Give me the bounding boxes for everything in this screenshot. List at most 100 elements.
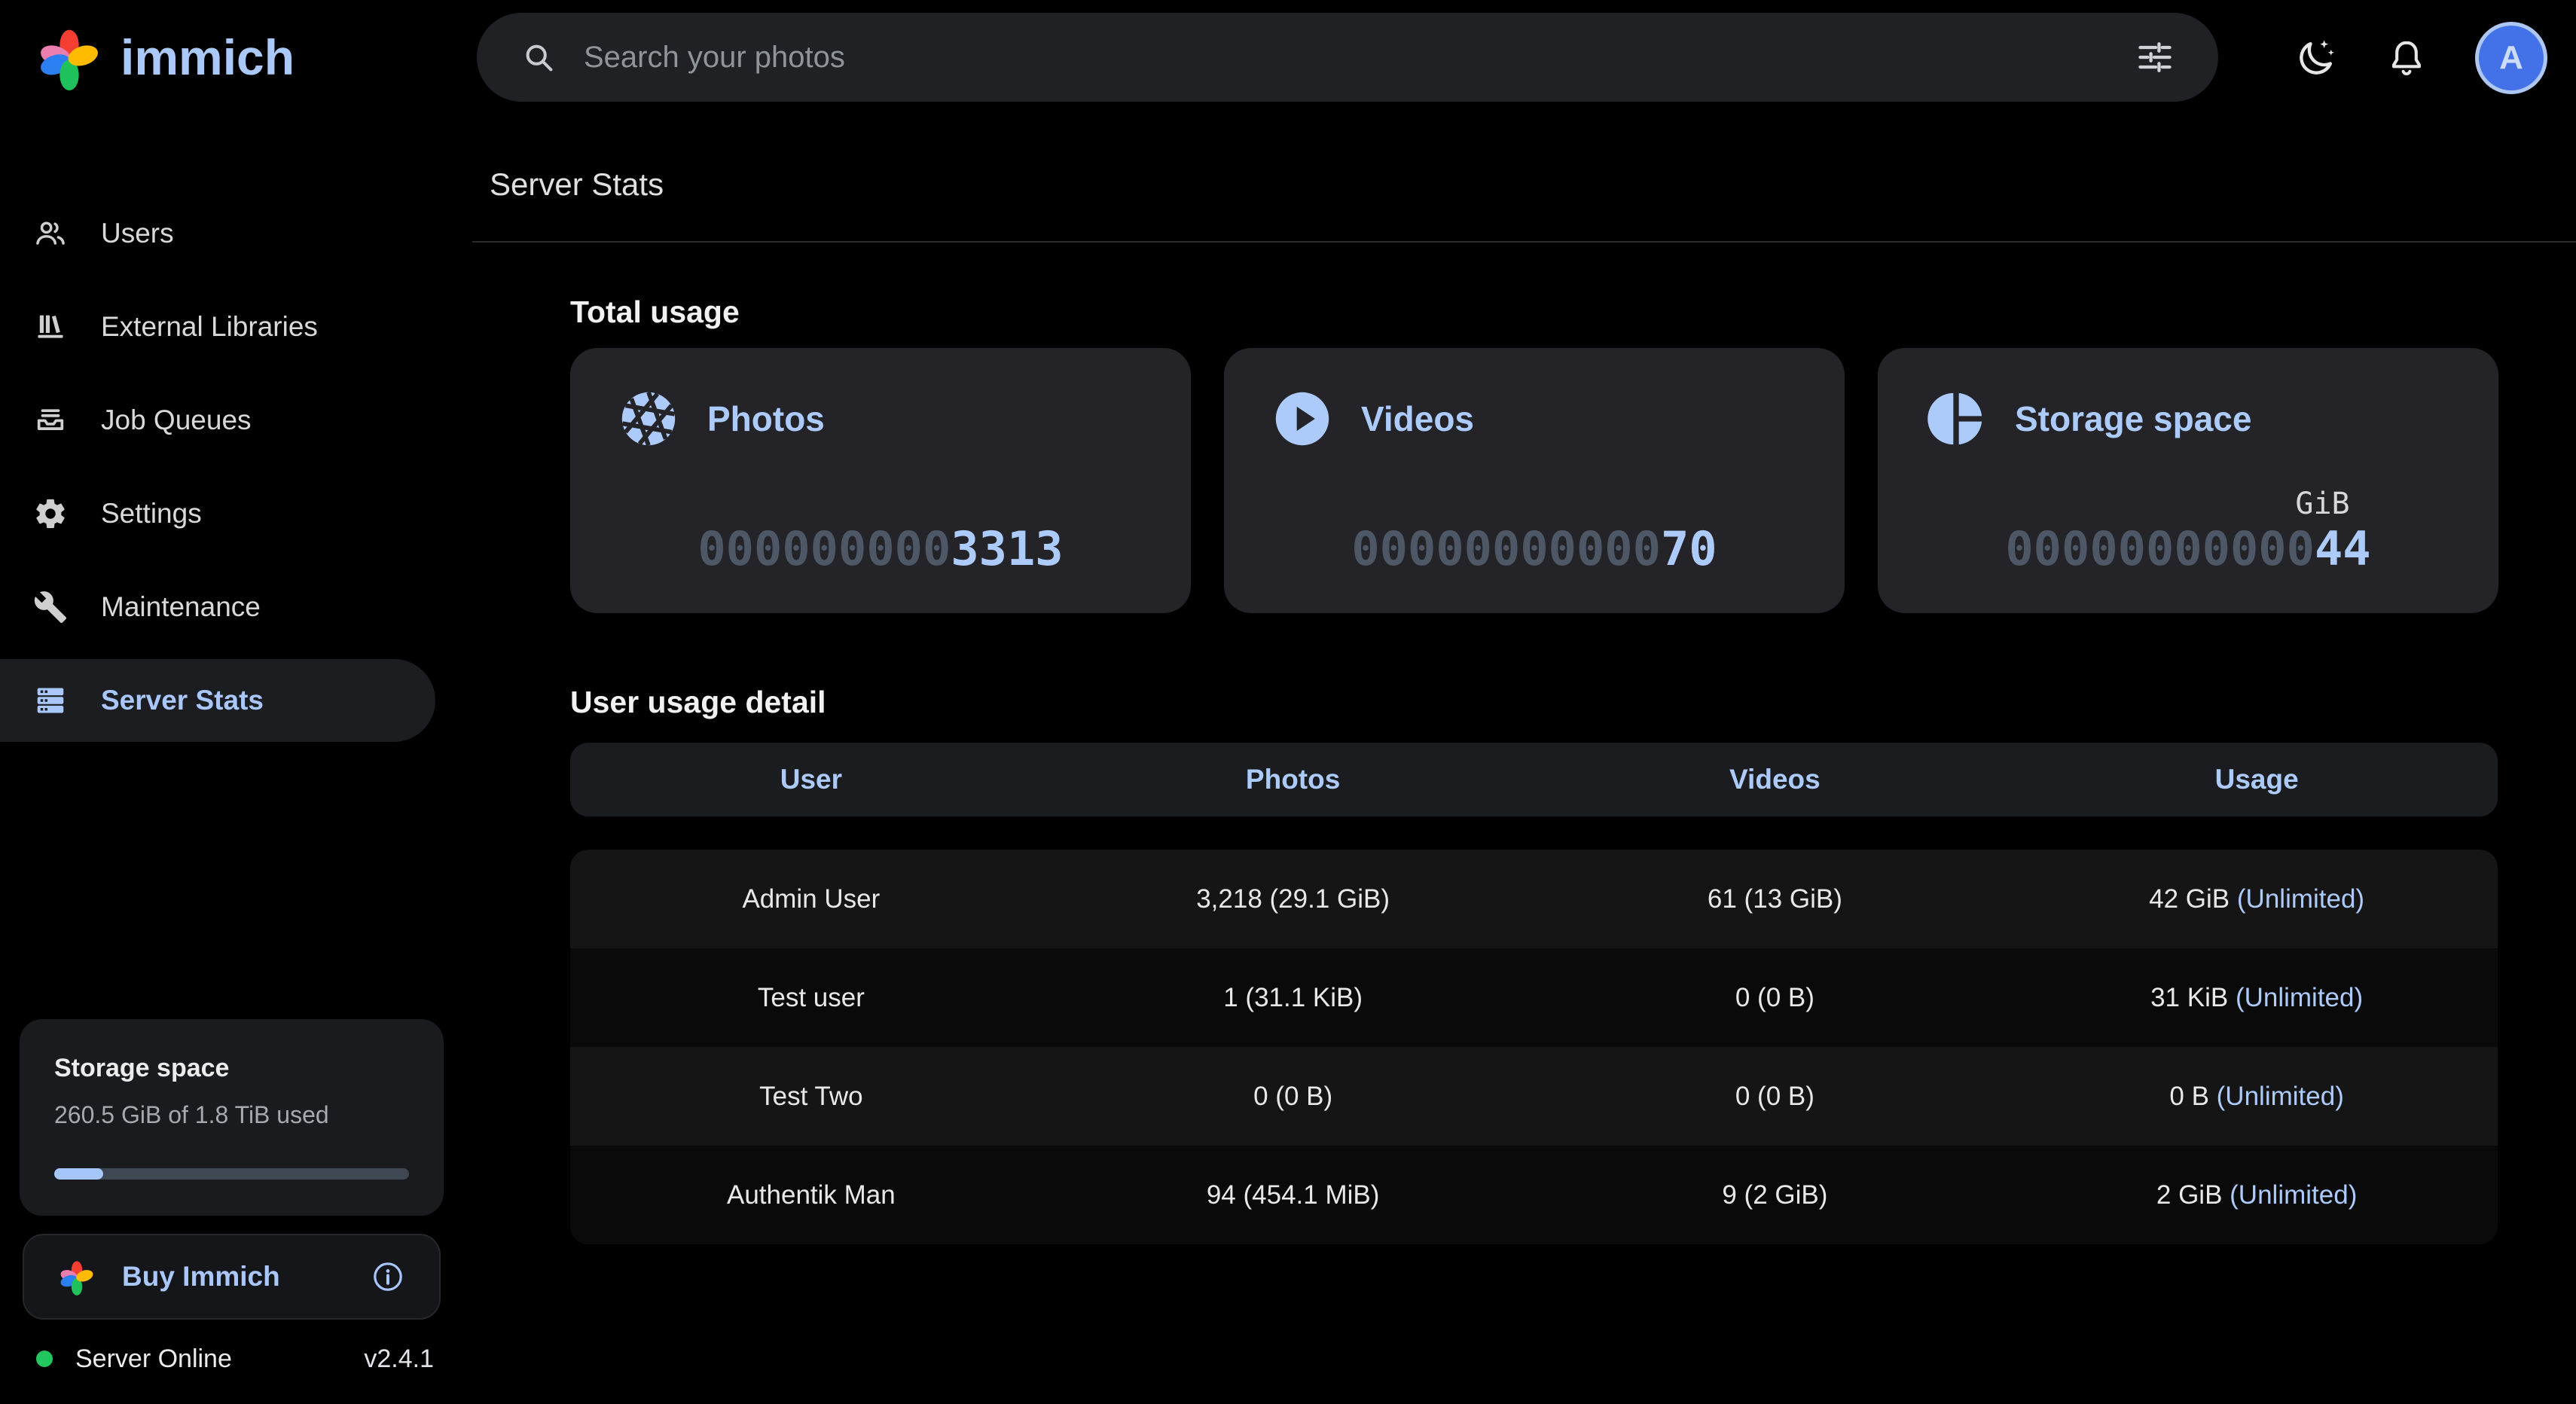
total-usage-heading: Total usage <box>570 295 740 329</box>
count-unit: GiB <box>2295 487 2350 521</box>
sidebar-item-maintenance[interactable]: Maintenance <box>0 566 435 649</box>
cell-photos: 0 (0 B) <box>1253 1081 1333 1111</box>
stat-card-photos: Photos 0000000003313 <box>570 348 1191 613</box>
search-bar[interactable] <box>477 13 2218 102</box>
buy-immich-label: Buy Immich <box>122 1261 280 1292</box>
card-title: Storage space <box>2015 399 2252 438</box>
sidebar-item-label: Job Queues <box>101 404 252 435</box>
stat-card-videos: Videos 0000000000070 <box>1224 348 1845 613</box>
count-pad-zeros: 000000000 <box>697 521 951 576</box>
count-pad-zeros: 00000000000 <box>1351 521 1661 576</box>
count-pad-zeros: 00000000000 <box>2005 521 2315 576</box>
immich-wordmark: immich <box>121 29 295 85</box>
cell-user: Authentik Man <box>727 1180 896 1210</box>
count-unit <box>1351 485 1717 523</box>
buy-immich-button[interactable]: Buy Immich <box>23 1234 441 1320</box>
user-usage-heading: User usage detail <box>570 685 826 719</box>
sidebar-nav: Users External Libraries Job Queues <box>0 115 447 742</box>
cell-photos: 1 (31.1 KiB) <box>1223 982 1363 1012</box>
library-icon <box>38 315 63 338</box>
pie-chart-icon <box>1927 392 1982 445</box>
cell-videos: 0 (0 B) <box>1735 982 1814 1012</box>
avatar-letter: A <box>2499 38 2523 76</box>
cell-usage: 0 B (Unlimited) <box>2169 1081 2344 1111</box>
column-header-photos: Photos <box>1245 764 1341 795</box>
table-row: Test Two 0 (0 B) 0 (0 B) 0 B (Unlimited) <box>570 1047 2498 1146</box>
online-status-dot <box>36 1351 53 1367</box>
server-stats-icon <box>37 688 64 713</box>
server-status-row: Server Online v2.4.1 <box>36 1341 434 1376</box>
sidebar-item-job-queues[interactable]: Job Queues <box>0 379 435 462</box>
cell-photos: 3,218 (29.1 GiB) <box>1196 884 1390 914</box>
table-row: Test user 1 (31.1 KiB) 0 (0 B) 31 KiB (U… <box>570 948 2498 1047</box>
stat-card-storage: Storage space GiB 0000000000044 <box>1878 348 2498 613</box>
user-usage-table: Admin User 3,218 (29.1 GiB) 61 (13 GiB) … <box>570 850 2498 1244</box>
count-unit <box>697 485 1063 523</box>
photos-count: 0000000003313 <box>697 485 1063 575</box>
card-title: Photos <box>707 399 825 438</box>
main-content: Server Stats Total usage <box>447 115 2576 1404</box>
cell-usage: 2 GiB (Unlimited) <box>2156 1180 2358 1210</box>
column-header-user: User <box>780 764 843 795</box>
users-icon <box>36 221 65 245</box>
storage-progress-fill <box>54 1168 103 1180</box>
sidebar-item-label: Server Stats <box>101 685 264 716</box>
search-icon <box>526 44 553 72</box>
sidebar-item-label: Maintenance <box>101 591 261 622</box>
info-icon[interactable] <box>370 1259 406 1295</box>
cell-user: Admin User <box>742 884 881 914</box>
cell-user: Test Two <box>759 1081 863 1111</box>
cell-user: Test user <box>757 982 865 1012</box>
count-value: 44 <box>2314 521 2371 576</box>
card-title: Videos <box>1361 399 1474 438</box>
table-row: Admin User 3,218 (29.1 GiB) 61 (13 GiB) … <box>570 850 2498 948</box>
admin-sidebar: Users External Libraries Job Queues <box>0 115 447 1404</box>
server-status-label: Server Online <box>75 1344 232 1373</box>
search-filters-icon[interactable] <box>2135 38 2175 77</box>
count-value: 3313 <box>951 521 1064 576</box>
top-bar: immich A <box>0 0 2576 115</box>
column-header-videos: Videos <box>1729 764 1821 795</box>
cell-photos: 94 (454.1 MiB) <box>1206 1180 1380 1210</box>
user-usage-table-header: User Photos Videos Usage <box>570 743 2498 816</box>
immich-logo[interactable]: immich <box>35 23 295 92</box>
table-row: Authentik Man 94 (454.1 MiB) 9 (2 GiB) 2… <box>570 1146 2498 1244</box>
count-value: 70 <box>1660 521 1717 576</box>
sidebar-item-server-stats[interactable]: Server Stats <box>0 659 435 742</box>
total-usage-cards: Photos 0000000003313 Videos 000 <box>570 348 2498 613</box>
camera-iris-icon <box>621 391 676 447</box>
sidebar-item-label: External Libraries <box>101 311 318 342</box>
cell-videos: 0 (0 B) <box>1735 1081 1814 1111</box>
sidebar-storage-card: Storage space 260.5 GiB of 1.8 TiB used <box>20 1019 444 1216</box>
immich-flower-icon <box>38 29 101 91</box>
videos-count: 0000000000070 <box>1351 485 1717 575</box>
play-circle-icon <box>1275 392 1329 446</box>
quota-badge: (Unlimited) <box>2235 982 2364 1012</box>
page-title: Server Stats <box>490 166 664 202</box>
title-divider <box>472 241 2576 243</box>
server-version: v2.4.1 <box>364 1344 434 1373</box>
storage-count: GiB 0000000000044 <box>2005 485 2370 575</box>
quota-badge: (Unlimited) <box>2236 884 2365 914</box>
sidebar-item-users[interactable]: Users <box>0 192 435 275</box>
notifications-bell-icon[interactable] <box>2385 36 2428 80</box>
queue-icon <box>37 409 64 430</box>
column-header-usage: Usage <box>2214 764 2299 795</box>
immich-flower-icon <box>59 1261 95 1296</box>
dark-mode-toggle-icon[interactable] <box>2294 36 2338 80</box>
cell-usage: 42 GiB (Unlimited) <box>2149 884 2365 914</box>
sidebar-item-label: Users <box>101 218 174 249</box>
gear-icon <box>36 499 65 529</box>
sidebar-item-external-libraries[interactable]: External Libraries <box>0 285 435 368</box>
storage-card-title: Storage space <box>54 1054 230 1082</box>
user-avatar[interactable]: A <box>2475 21 2547 94</box>
cell-usage: 31 KiB (Unlimited) <box>2150 982 2364 1012</box>
search-input[interactable] <box>584 40 2135 75</box>
sidebar-item-settings[interactable]: Settings <box>0 472 435 555</box>
quota-badge: (Unlimited) <box>2216 1081 2344 1111</box>
wrench-icon <box>34 591 67 624</box>
cell-videos: 9 (2 GiB) <box>1722 1180 1828 1210</box>
quota-badge: (Unlimited) <box>2230 1180 2358 1210</box>
sidebar-item-label: Settings <box>101 498 202 529</box>
